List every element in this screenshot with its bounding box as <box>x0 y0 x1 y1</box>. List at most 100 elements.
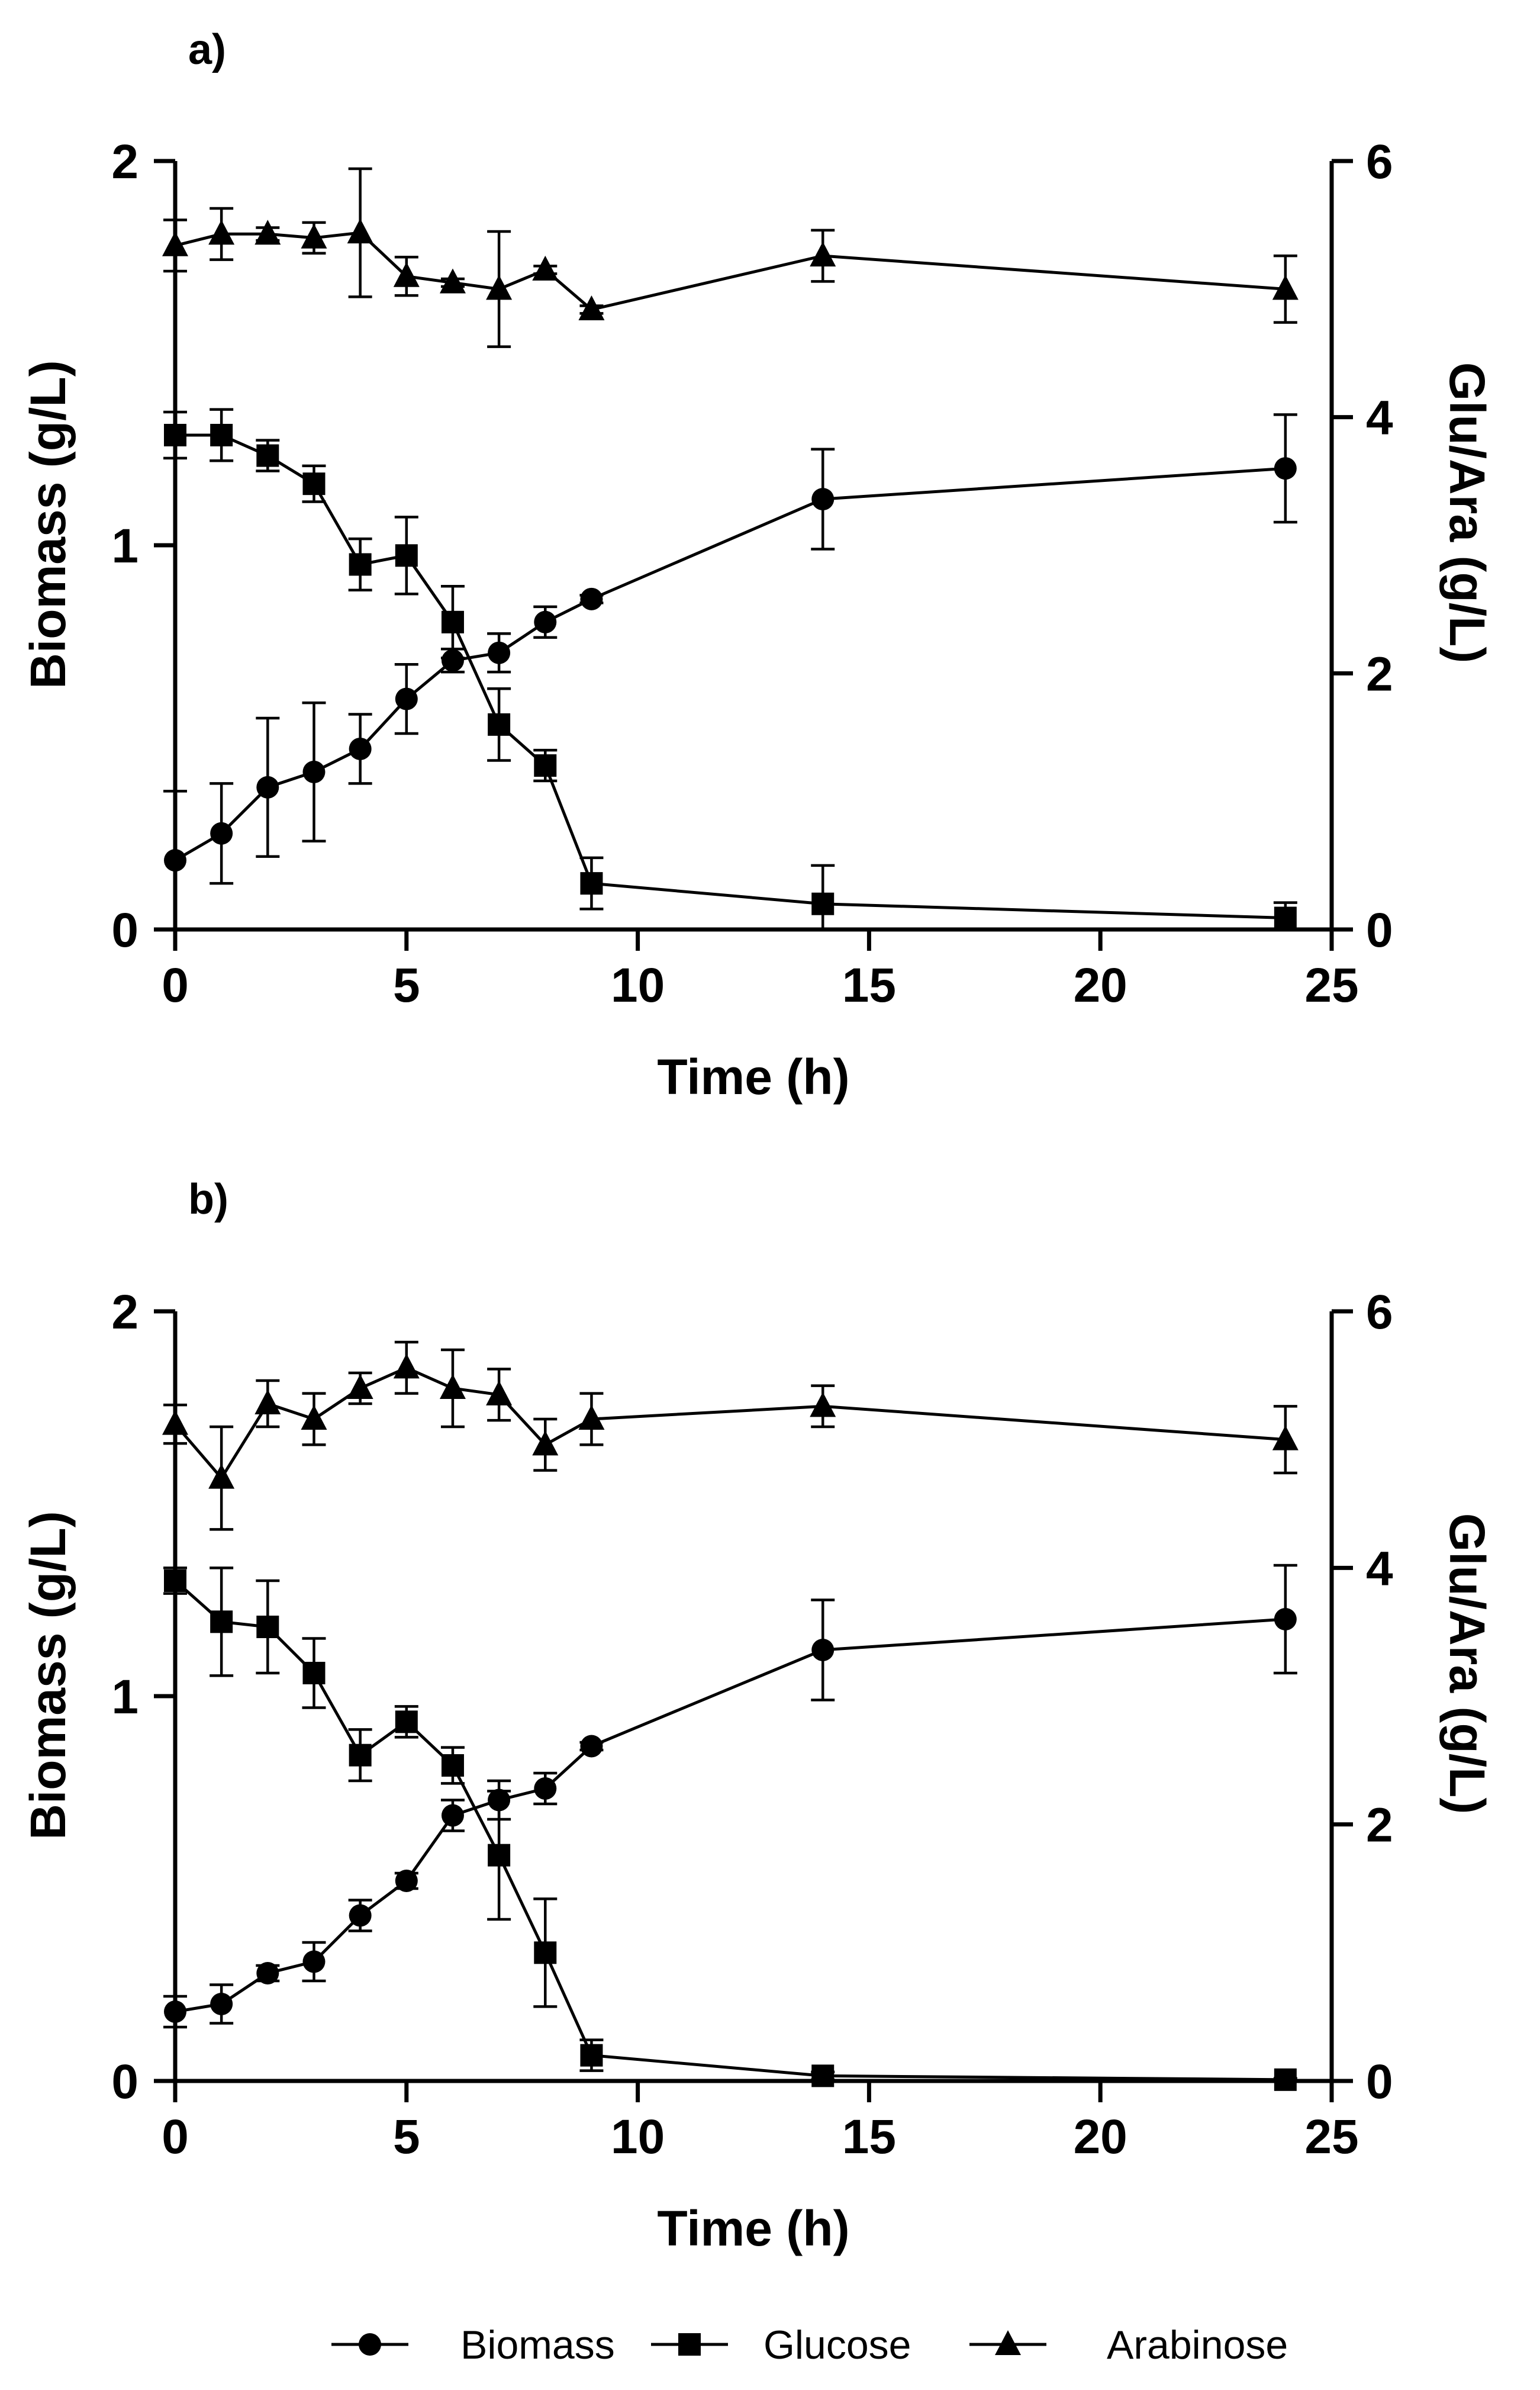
data-point-glucose <box>811 892 835 915</box>
data-point-arabinose <box>439 1374 466 1399</box>
data-point-biomass <box>534 1777 557 1800</box>
data-point-arabinose <box>393 262 420 287</box>
data-point-glucose <box>441 1754 464 1777</box>
data-point-arabinose <box>486 1380 513 1405</box>
left-y-axis-title: Biomass (g/L) <box>20 360 76 689</box>
x-tick-label: 0 <box>162 958 189 1012</box>
data-point-glucose <box>395 544 418 567</box>
data-point-glucose <box>302 1662 326 1684</box>
series-glucose <box>163 1566 1297 2091</box>
right-y-tick-label: 2 <box>1366 1799 1393 1852</box>
data-point-arabinose <box>162 231 188 256</box>
x-axis-title: Time (h) <box>657 1049 849 1105</box>
data-point-arabinose <box>301 223 327 249</box>
data-point-arabinose <box>486 275 513 300</box>
data-point-arabinose <box>162 1410 188 1435</box>
legend: Biomass Glucose Arabinose <box>331 2323 1288 2368</box>
data-point-glucose <box>395 1710 418 1733</box>
data-point-biomass <box>210 822 233 845</box>
legend-label: Biomass <box>460 2323 615 2368</box>
data-point-arabinose <box>1272 275 1299 300</box>
data-point-glucose <box>164 423 186 446</box>
data-point-arabinose <box>1272 1425 1299 1450</box>
x-tick-label: 15 <box>842 958 896 1012</box>
data-point-biomass <box>1274 457 1297 480</box>
right-y-axis-title: Glu/Ara (g/L) <box>1439 362 1495 664</box>
data-point-biomass <box>534 610 557 633</box>
x-tick-label: 15 <box>842 2110 896 2164</box>
data-point-biomass <box>349 737 372 760</box>
data-point-glucose <box>534 754 557 777</box>
data-point-arabinose <box>532 1430 559 1456</box>
left-y-tick-label: 1 <box>111 519 138 573</box>
data-point-arabinose <box>810 242 836 267</box>
data-point-glucose <box>164 1569 186 1592</box>
data-point-glucose <box>488 713 511 736</box>
data-point-biomass <box>1274 1608 1297 1630</box>
right-y-tick-label: 6 <box>1366 1285 1393 1339</box>
series-line-arabinose <box>174 1366 1286 1481</box>
right-y-tick-label: 6 <box>1366 135 1393 189</box>
left-y-tick-label: 1 <box>111 1670 138 1724</box>
data-point-glucose <box>302 472 326 496</box>
series-line-glucose <box>174 1580 1286 2082</box>
data-point-glucose <box>1274 906 1297 929</box>
data-point-biomass <box>210 1993 233 2015</box>
data-point-glucose <box>256 1616 279 1638</box>
left-y-tick-label: 2 <box>111 135 138 189</box>
data-point-arabinose <box>393 1353 420 1379</box>
data-point-arabinose <box>254 220 281 245</box>
legend-item-glucose: Glucose <box>651 2323 911 2368</box>
data-point-biomass <box>441 1804 464 1827</box>
data-point-biomass <box>164 849 186 872</box>
series-line-arabinose <box>175 231 1286 311</box>
x-tick-label: 20 <box>1074 2110 1127 2164</box>
data-point-biomass <box>302 760 326 783</box>
data-point-biomass <box>580 587 603 610</box>
data-point-arabinose <box>578 1405 605 1430</box>
data-point-biomass <box>395 1870 418 1892</box>
data-point-arabinose <box>254 1389 281 1414</box>
legend-label: Glucose <box>763 2323 911 2368</box>
x-tick-label: 25 <box>1304 2110 1358 2164</box>
left-y-tick-label: 0 <box>111 903 138 957</box>
data-point-glucose <box>534 1941 557 1964</box>
data-point-arabinose <box>439 268 466 294</box>
data-point-biomass <box>256 776 279 799</box>
data-point-arabinose <box>208 220 235 245</box>
data-point-glucose <box>349 1744 372 1767</box>
data-point-glucose <box>210 1610 233 1633</box>
data-point-biomass <box>441 649 464 672</box>
data-point-biomass <box>580 1735 603 1758</box>
series-line-biomass <box>174 467 1286 862</box>
data-point-arabinose <box>532 255 559 281</box>
panel-label: a) <box>188 26 226 73</box>
data-point-arabinose <box>347 1374 373 1399</box>
x-tick-label: 5 <box>393 958 420 1012</box>
legend-marker <box>678 2333 701 2356</box>
data-point-arabinose <box>578 295 605 320</box>
legend-item-biomass: Biomass <box>331 2323 615 2368</box>
right-y-tick-label: 0 <box>1366 2055 1393 2109</box>
x-tick-label: 10 <box>611 2110 665 2164</box>
data-point-biomass <box>811 488 835 511</box>
data-point-biomass <box>302 1950 326 1973</box>
series-glucose <box>163 408 1297 931</box>
right-y-tick-label: 2 <box>1366 647 1393 701</box>
x-tick-label: 5 <box>393 2110 420 2164</box>
series-biomass <box>163 413 1297 931</box>
series-biomass <box>163 1564 1297 2029</box>
data-point-biomass <box>811 1639 835 1661</box>
legend-label: Arabinose <box>1107 2323 1288 2368</box>
data-point-glucose <box>256 444 279 467</box>
x-axis-title: Time (h) <box>657 2201 849 2256</box>
data-point-arabinose <box>810 1392 836 1417</box>
panel-label: b) <box>188 1176 228 1223</box>
legend-marker <box>995 2330 1021 2355</box>
data-point-arabinose <box>301 1405 327 1430</box>
right-y-tick-label: 4 <box>1366 1542 1393 1596</box>
data-point-glucose <box>210 423 233 446</box>
data-point-glucose <box>441 610 464 633</box>
